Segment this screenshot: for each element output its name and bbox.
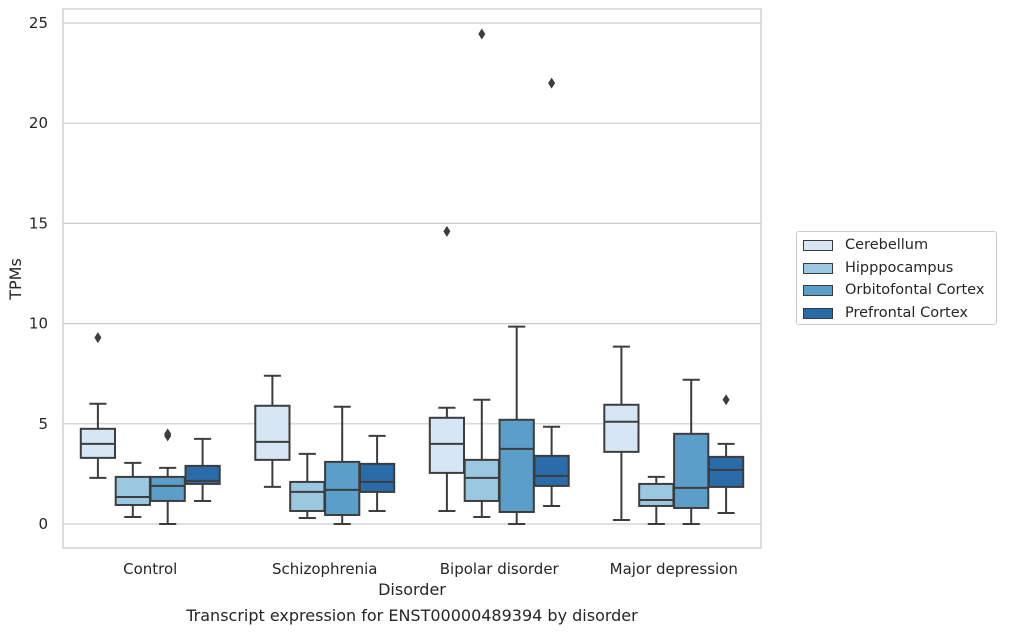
legend-label-orbitofrontal-cortex: Orbitofontal Cortex xyxy=(845,282,985,298)
legend-label-hippocampus: Hipppocampus xyxy=(845,260,954,276)
outlier-marker-0 xyxy=(94,332,102,344)
outlier-marker-1 xyxy=(164,428,172,440)
box-cerebellum-bipolar-disorder xyxy=(428,225,466,512)
box-iqr xyxy=(707,455,745,488)
legend-item-prefrontal-cortex: Prefrontal Cortex xyxy=(803,303,968,323)
outlier-marker-0 xyxy=(548,77,556,89)
x-axis-ticks: Control Schizophrenia Bipolar disorder Majo… xyxy=(123,560,738,578)
box-series xyxy=(79,28,745,525)
y-tick-label-20: 20 xyxy=(29,114,48,132)
box-iqr xyxy=(428,416,466,474)
box-iqr xyxy=(533,454,570,487)
outlier-marker-0 xyxy=(722,394,730,406)
box-iqr xyxy=(254,404,291,461)
box-orbitofontal-cortex-major-depression xyxy=(673,378,710,525)
box-iqr xyxy=(638,482,675,507)
box-prefrontal-cortex-schizophrenia xyxy=(358,434,396,512)
legend: Cerebellum Hipppocampus Orbitofontal Cor… xyxy=(796,231,997,325)
box-iqr xyxy=(673,432,710,509)
y-tick-label-10: 10 xyxy=(29,315,48,333)
y-tick-label-0: 0 xyxy=(38,515,48,533)
box-iqr xyxy=(149,475,186,502)
gridlines xyxy=(63,22,761,525)
box-cerebellum-control xyxy=(79,332,117,479)
box-hipppocampus-bipolar-disorder xyxy=(463,28,500,518)
box-prefrontal-cortex-control xyxy=(184,437,221,502)
x-tick-label-control: Control xyxy=(123,560,177,578)
legend-label-cerebellum: Cerebellum xyxy=(845,237,929,253)
box-iqr xyxy=(603,403,640,453)
y-axis-ticks: 0 5 10 15 20 25 xyxy=(29,14,48,533)
legend-label-prefrontal-cortex: Prefrontal Cortex xyxy=(845,305,968,321)
legend-item-hippocampus: Hipppocampus xyxy=(803,258,953,278)
legend-swatch-hippocampus xyxy=(803,262,833,274)
box-iqr xyxy=(289,480,326,512)
box-iqr xyxy=(358,462,396,493)
x-tick-label-schizophrenia: Schizophrenia xyxy=(272,560,377,578)
plot-area-frame xyxy=(62,8,762,549)
legend-item-cerebellum: Cerebellum xyxy=(803,235,928,255)
y-tick-label-15: 15 xyxy=(29,214,48,232)
box-iqr xyxy=(324,460,361,516)
outlier-marker-0 xyxy=(478,28,486,40)
box-hipppocampus-control xyxy=(114,461,151,518)
box-iqr xyxy=(184,464,221,485)
box-prefrontal-cortex-bipolar-disorder xyxy=(533,77,570,507)
box-iqr xyxy=(498,418,535,513)
x-tick-label-bipolar-disorder: Bipolar disorder xyxy=(440,560,560,578)
x-tick-label-major-depression: Major depression xyxy=(610,560,738,578)
outlier-marker-0 xyxy=(443,225,451,237)
box-orbitofontal-cortex-bipolar-disorder xyxy=(498,325,535,525)
legend-item-orbitofrontal-cortex: Orbitofontal Cortex xyxy=(803,280,984,300)
x-axis-label: Disorder xyxy=(378,580,446,599)
y-tick-label-5: 5 xyxy=(38,415,48,433)
box-iqr xyxy=(463,458,500,502)
box-hipppocampus-major-depression xyxy=(638,475,675,525)
y-axis-label: TPMs xyxy=(6,258,25,301)
box-cerebellum-schizophrenia xyxy=(254,374,291,488)
chart-caption: Transcript expression for ENST0000048939… xyxy=(186,606,638,625)
box-hipppocampus-schizophrenia xyxy=(289,452,326,519)
box-iqr xyxy=(114,475,151,506)
y-tick-label-25: 25 xyxy=(29,14,48,32)
box-prefrontal-cortex-major-depression xyxy=(707,394,745,514)
legend-swatch-prefrontal-cortex xyxy=(803,307,833,319)
legend-swatch-cerebellum xyxy=(803,239,833,251)
box-orbitofontal-cortex-schizophrenia xyxy=(324,405,361,525)
legend-swatch-orbitofrontal-cortex xyxy=(803,284,833,296)
box-orbitofontal-cortex-control xyxy=(149,428,186,525)
box-cerebellum-major-depression xyxy=(603,345,640,521)
